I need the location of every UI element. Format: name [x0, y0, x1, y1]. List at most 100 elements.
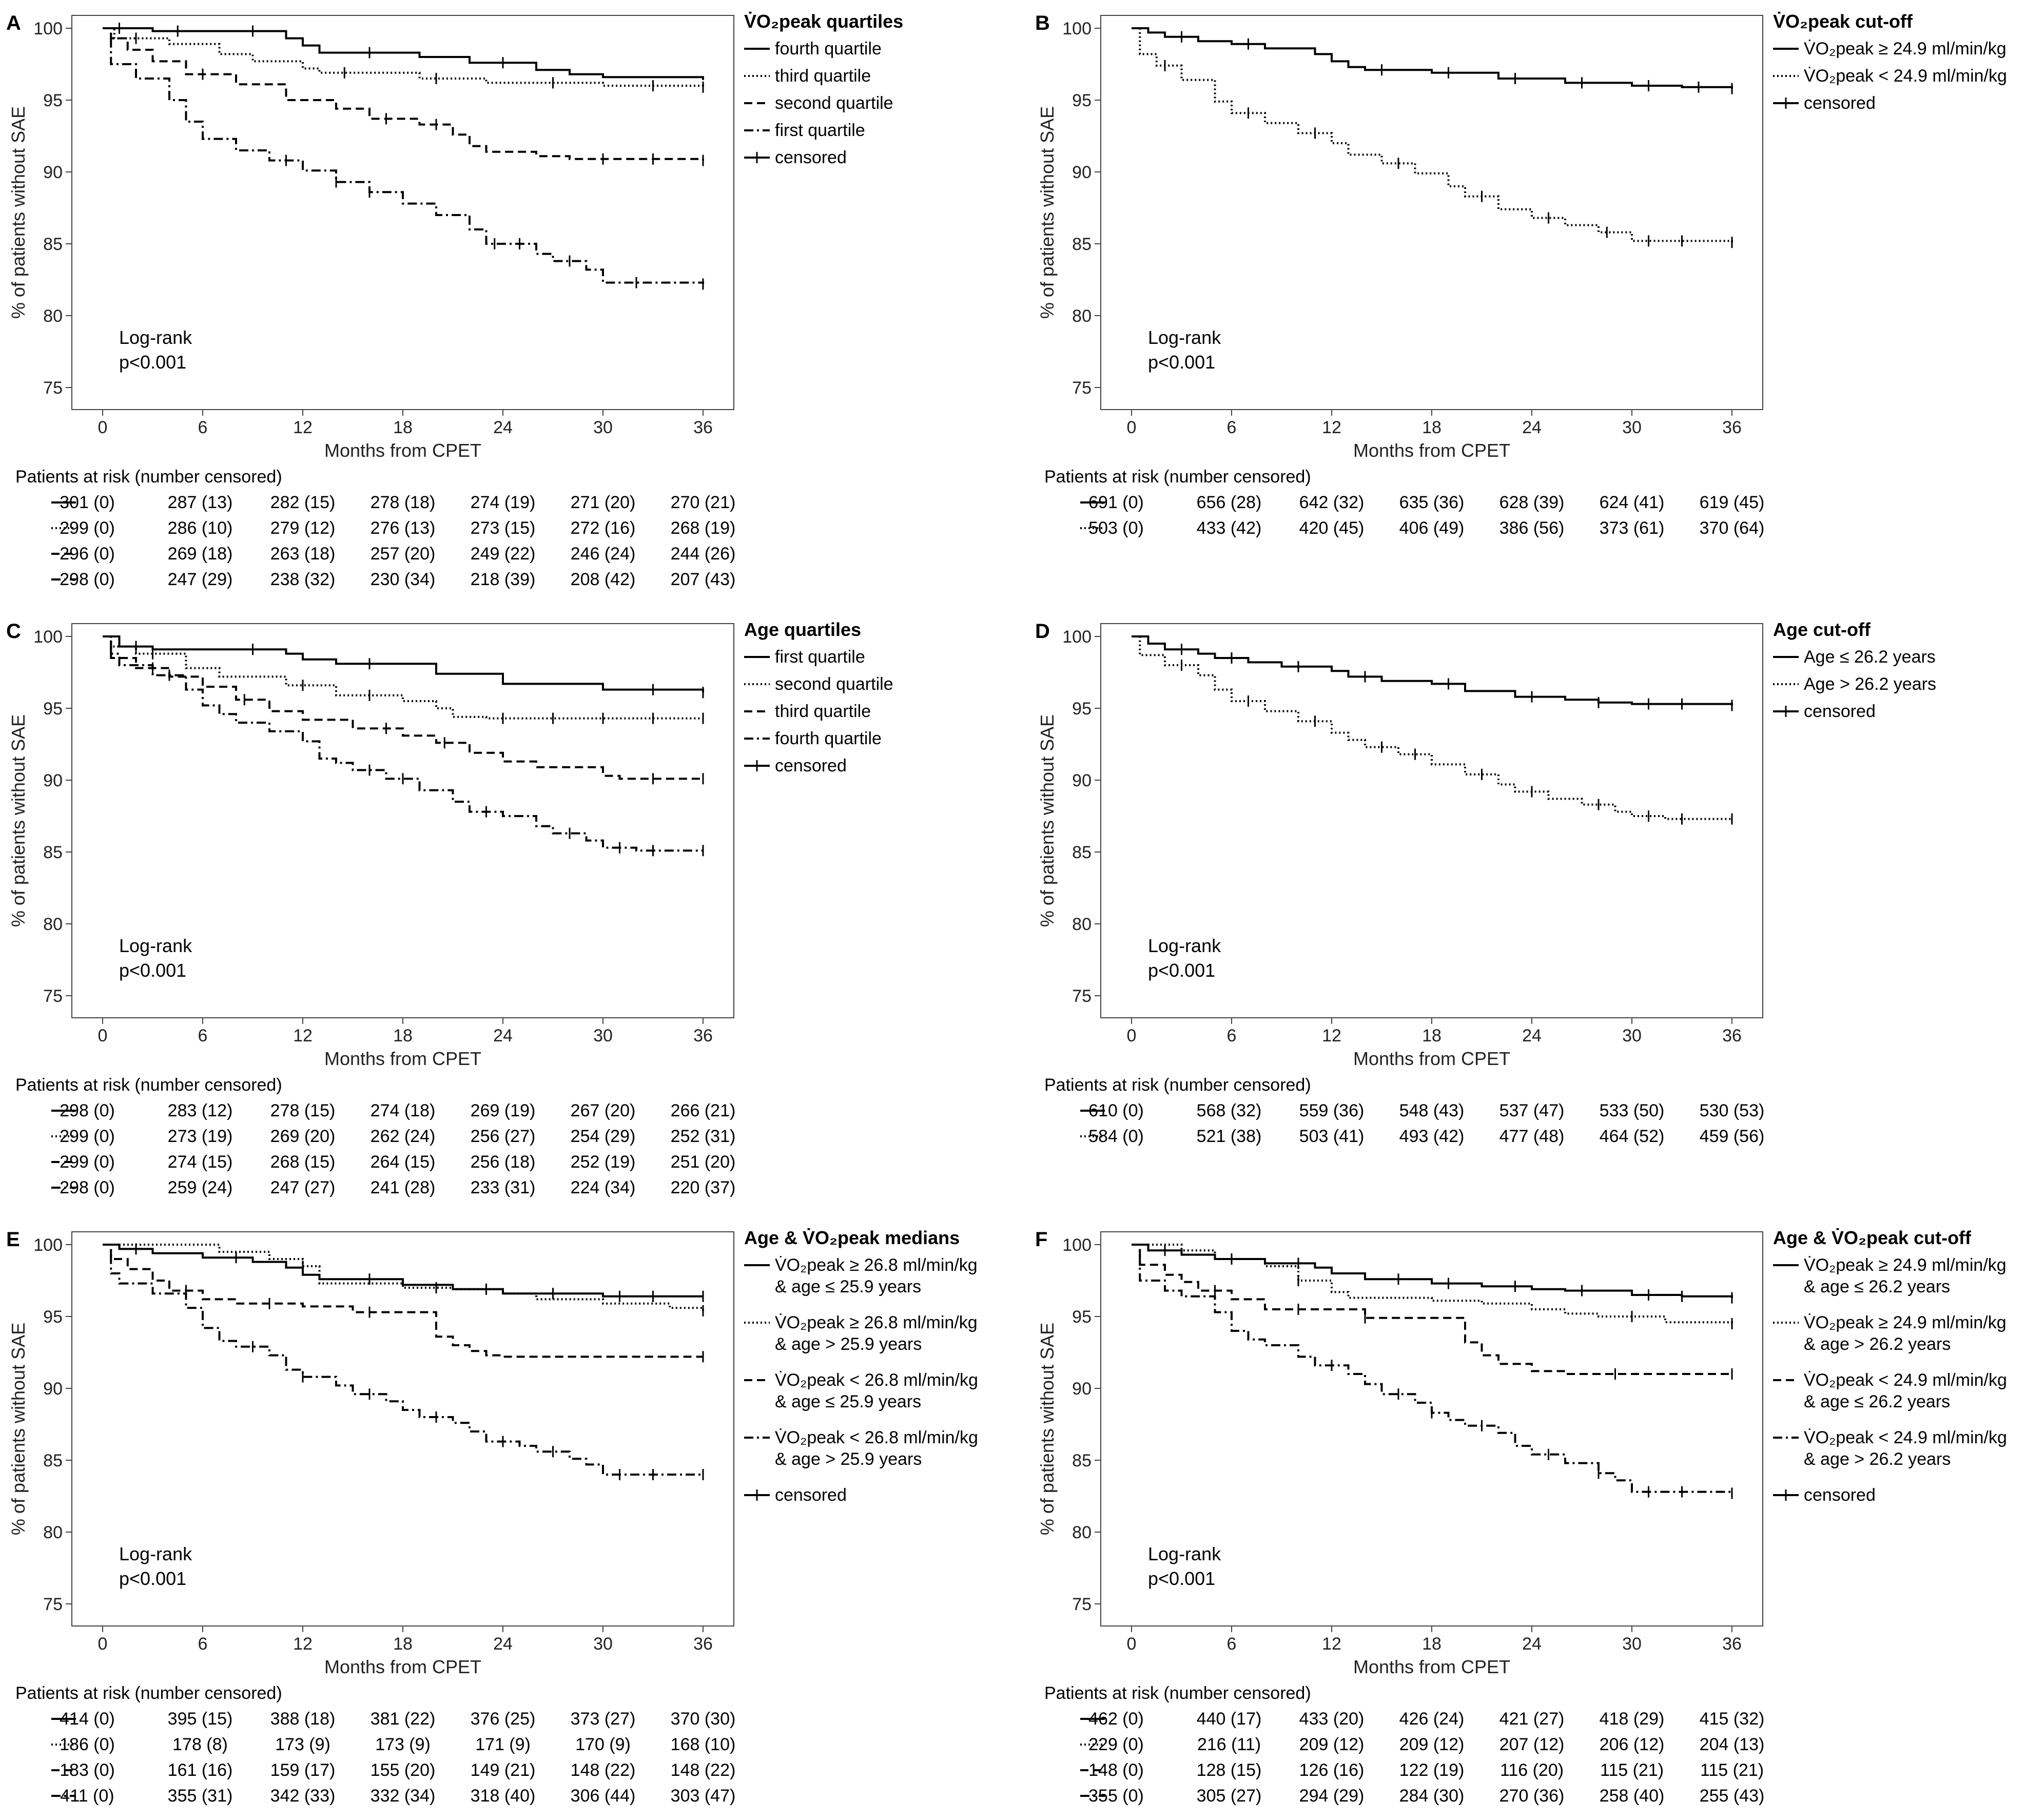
x-tick-label: 18 — [393, 418, 413, 437]
risk-cell: 252 (31) — [671, 1127, 736, 1146]
legend-label: fourth quartile — [775, 729, 882, 748]
p-value-label: p<0.001 — [119, 960, 186, 981]
y-tick-label: 100 — [1062, 627, 1092, 647]
panel-letter: A — [6, 12, 21, 34]
legend-censored-label: censored — [775, 756, 847, 776]
y-axis-label: % of patients without SAE — [1037, 714, 1058, 927]
series-line-3 — [103, 27, 704, 161]
logrank-label: Log-rank — [119, 935, 192, 956]
x-tick-label: 30 — [1622, 418, 1642, 437]
y-axis-label: % of patients without SAE — [1037, 106, 1058, 319]
risk-cell: 278 (18) — [371, 493, 436, 512]
risk-cell: 355 (0) — [1088, 1786, 1144, 1806]
legend-censored-label: censored — [1804, 93, 1876, 113]
risk-cell: 254 (29) — [571, 1127, 636, 1146]
legend-censored-label: censored — [1804, 702, 1876, 721]
risk-cell: 207 (12) — [1499, 1735, 1565, 1754]
risk-cell: 115 (21) — [1700, 1760, 1764, 1780]
x-tick-label: 6 — [198, 418, 208, 437]
x-tick-label: 36 — [1722, 418, 1742, 437]
x-tick-label: 12 — [293, 1026, 313, 1045]
x-tick-label: 18 — [393, 1634, 413, 1654]
risk-cell: 238 (32) — [270, 570, 336, 589]
risk-cell: 161 (16) — [168, 1760, 233, 1780]
panel-f: F 75 80 85 90 95 100 0 6 12 18 24 30 36 Months from CP… — [1035, 1227, 2007, 1806]
series-line-2 — [1132, 1244, 1733, 1324]
series-line-1 — [1132, 27, 1733, 89]
y-axis-label: % of patients without SAE — [1037, 1323, 1058, 1535]
x-tick-label: 30 — [1622, 1634, 1642, 1654]
legend-censored-label: censored — [775, 1485, 847, 1505]
x-tick-label: 0 — [98, 1634, 108, 1654]
x-tick-label: 24 — [493, 418, 513, 437]
legend-label-line2: & age ≤ 26.2 years — [1804, 1277, 1950, 1296]
risk-cell: 299 (0) — [60, 1127, 115, 1146]
risk-cell: 247 (27) — [270, 1178, 336, 1197]
y-axis-label: % of patients without SAE — [8, 1323, 29, 1535]
risk-cell: 624 (41) — [1600, 493, 1665, 512]
y-tick-label: 85 — [43, 1451, 63, 1470]
x-axis-label: Months from CPET — [324, 1656, 481, 1677]
y-tick-label: 90 — [1072, 771, 1092, 790]
legend-label: V̇O₂peak ≥ 24.9 ml/min/kg — [1804, 39, 2006, 59]
risk-cell: 159 (17) — [270, 1760, 336, 1780]
risk-cell: 148 (22) — [671, 1760, 736, 1780]
risk-cell: 332 (34) — [371, 1786, 436, 1806]
legend-censored-label: censored — [775, 148, 847, 167]
risk-cell: 263 (18) — [270, 544, 336, 564]
risk-cell: 220 (37) — [671, 1178, 736, 1197]
x-tick-label: 6 — [1227, 418, 1237, 437]
risk-cell: 115 (21) — [1600, 1760, 1664, 1780]
x-tick-label: 36 — [1722, 1026, 1742, 1045]
risk-cell: 258 (40) — [1600, 1786, 1665, 1806]
x-tick-label: 30 — [593, 1634, 613, 1654]
legend-label: V̇O₂peak < 24.9 ml/min/kg — [1804, 1428, 2007, 1447]
x-axis-label: Months from CPET — [1353, 1048, 1510, 1069]
risk-cell: 173 (9) — [375, 1735, 431, 1754]
series-line-2 — [103, 27, 704, 87]
x-tick-label: 6 — [1227, 1026, 1237, 1045]
risk-cell: 548 (43) — [1399, 1101, 1465, 1120]
risk-cell: 440 (17) — [1197, 1709, 1262, 1729]
legend-label: V̇O₂peak ≥ 26.8 ml/min/kg — [775, 1313, 978, 1332]
risk-cell: 233 (31) — [471, 1178, 536, 1197]
x-tick-label: 18 — [1422, 418, 1441, 437]
y-tick-label: 80 — [43, 915, 63, 934]
risk-cell: 148 (22) — [571, 1760, 636, 1780]
risk-cell: 299 (0) — [60, 1152, 115, 1172]
risk-cell: 537 (47) — [1499, 1101, 1565, 1120]
panel-letter: E — [6, 1228, 20, 1251]
risk-cell: 395 (15) — [168, 1709, 233, 1729]
legend-label: second quartile — [775, 93, 893, 113]
y-tick-label: 95 — [43, 91, 63, 110]
risk-cell: 415 (32) — [1700, 1709, 1765, 1729]
risk-cell: 271 (20) — [571, 493, 636, 512]
x-axis-label: Months from CPET — [324, 440, 481, 461]
y-tick-label: 85 — [1072, 235, 1092, 254]
risk-cell: 178 (8) — [172, 1735, 228, 1754]
logrank-label: Log-rank — [1148, 935, 1221, 956]
legend-label-line2: & age > 25.9 years — [775, 1449, 922, 1469]
legend-censored-label: censored — [1804, 1485, 1876, 1505]
risk-cell: 433 (20) — [1299, 1709, 1365, 1729]
y-tick-label: 100 — [33, 1235, 63, 1255]
risk-table-title: Patients at risk (number censored) — [15, 467, 282, 487]
legend-label: third quartile — [775, 66, 871, 86]
legend-label: V̇O₂peak < 24.9 ml/min/kg — [1804, 1370, 2007, 1390]
y-tick-label: 90 — [43, 163, 63, 182]
x-tick-label: 24 — [1522, 418, 1542, 437]
risk-cell: 656 (28) — [1197, 493, 1262, 512]
risk-cell: 610 (0) — [1088, 1101, 1144, 1120]
risk-cell: 301 (0) — [60, 493, 115, 512]
panel-e: E 75 80 85 90 95 100 0 6 12 18 24 30 36 Months from CP… — [6, 1227, 978, 1806]
y-tick-label: 80 — [1072, 306, 1092, 326]
y-axis-label: % of patients without SAE — [8, 714, 29, 927]
y-tick-label: 80 — [43, 1523, 63, 1542]
p-value-label: p<0.001 — [1148, 960, 1215, 981]
series-line-2 — [1132, 635, 1732, 820]
risk-cell: 284 (30) — [1399, 1786, 1465, 1806]
p-value-label: p<0.001 — [1148, 352, 1215, 373]
y-tick-label: 95 — [1072, 91, 1092, 110]
risk-cell: 274 (19) — [471, 493, 536, 512]
legend-title: V̇O₂peak quartiles — [744, 11, 903, 32]
